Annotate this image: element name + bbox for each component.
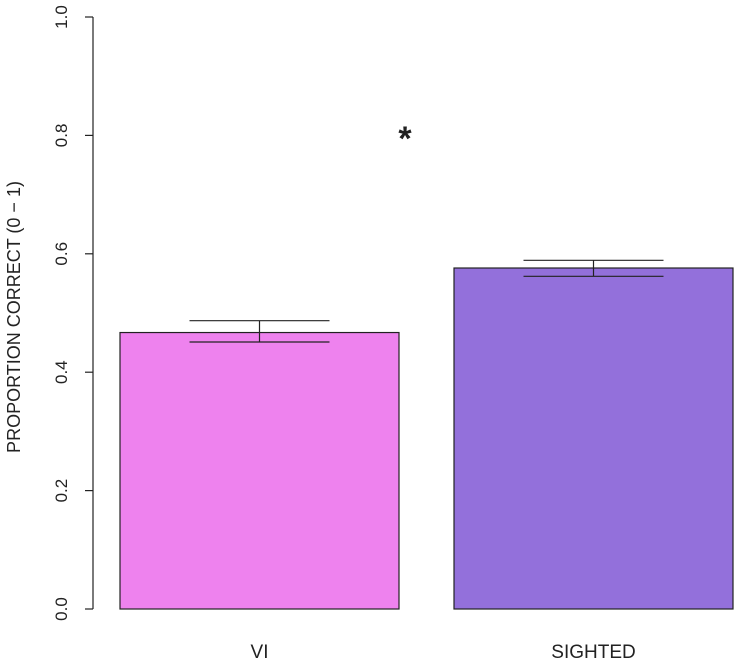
y-tick-label: 1.0 xyxy=(52,5,71,29)
error-bars xyxy=(189,259,664,343)
significance-asterisk: * xyxy=(398,120,412,158)
y-tick-label: 0.2 xyxy=(52,479,71,503)
error-bar-sighted xyxy=(523,259,664,277)
x-category-label: VI xyxy=(251,642,269,661)
bar-sighted xyxy=(453,267,734,610)
y-tick-label: 0.4 xyxy=(52,360,71,384)
y-tick-label: 0.8 xyxy=(52,124,71,148)
y-axis-title: PROPORTION CORRECT (0 − 1) xyxy=(4,181,24,453)
x-axis-labels: VI SIGHTED xyxy=(251,642,636,661)
y-axis: 0.0 0.2 0.4 0.6 0.8 1.0 xyxy=(52,5,94,621)
bar-vi xyxy=(119,331,400,610)
bars xyxy=(119,267,734,610)
error-bar-vi xyxy=(189,320,330,343)
x-category-label: SIGHTED xyxy=(551,642,635,661)
y-tick-label: 0.0 xyxy=(52,597,71,621)
y-tick-label: 0.6 xyxy=(52,242,71,266)
